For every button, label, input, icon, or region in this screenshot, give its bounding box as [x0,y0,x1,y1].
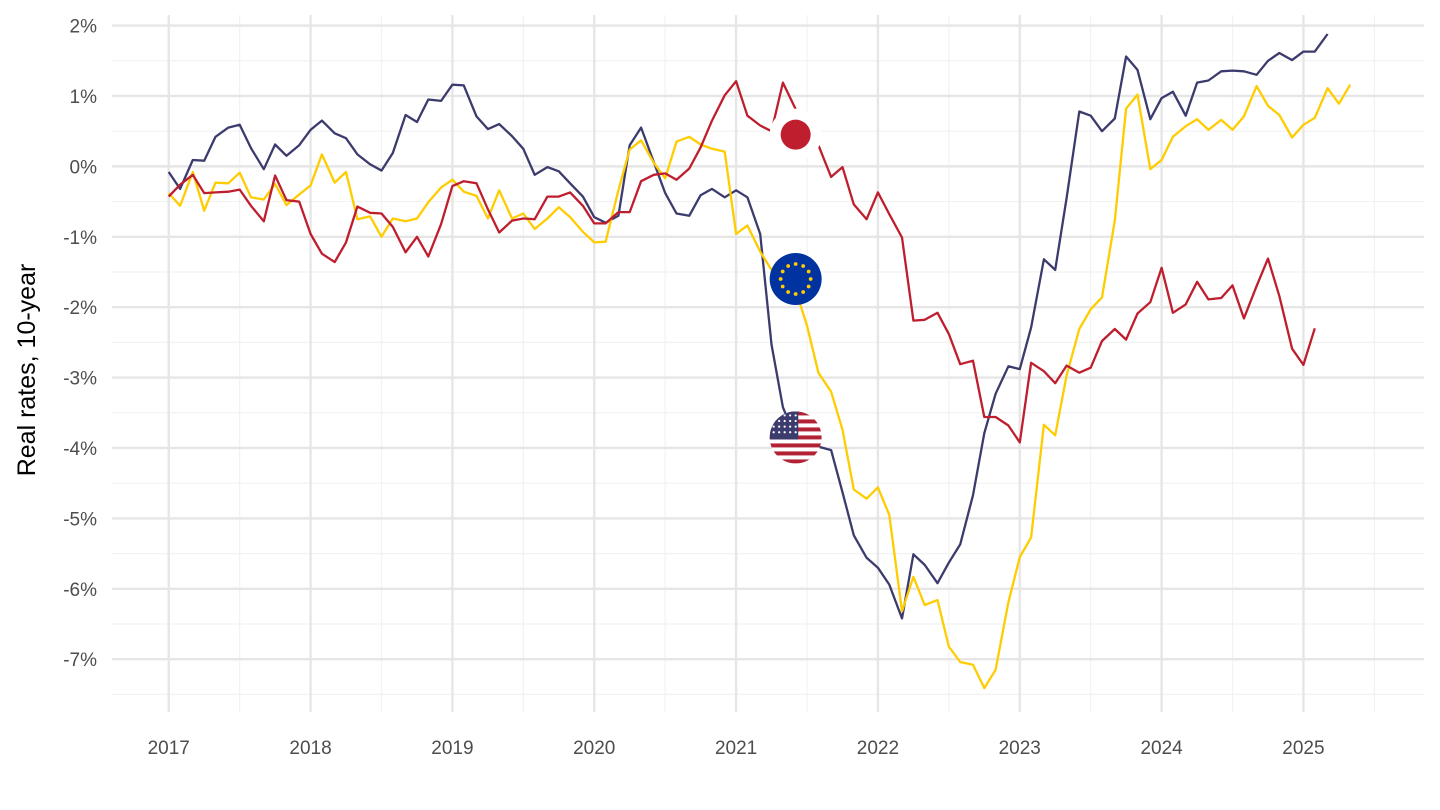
us-flag-star [783,419,786,423]
x-tick-label: 2020 [573,738,615,759]
series-line-2 [167,84,1352,690]
us-flag-star [794,425,797,428]
us-flag-star [794,419,797,423]
eu-flag-star [808,277,813,281]
us-flag-star [778,414,781,417]
us-flag-star [783,425,786,428]
flag-icons [769,108,822,464]
eu-flag-star [780,269,785,274]
us-flag-star [794,431,797,434]
minor-gridlines [112,15,1424,712]
eu-flag-star [793,292,798,296]
x-tick-label: 2018 [289,738,331,759]
y-tick-label: 1% [70,87,98,108]
series-line-3 [167,80,1316,444]
us-flag-star [772,425,775,428]
eu-flag-field [769,253,822,306]
x-tick-label: 2017 [148,738,190,759]
us-flag-stripe [769,459,822,464]
series-lines [167,33,1352,690]
us-flag-star [789,414,792,417]
y-tick-label: -7% [63,650,97,671]
eu-flag-star [778,277,783,281]
x-tick-label: 2024 [1140,738,1183,759]
y-tick-label: -2% [63,298,97,319]
eu-flag-star [801,264,806,268]
x-tick-label: 2025 [1282,738,1324,759]
us-flag-star [772,419,775,423]
y-tick-label: -5% [63,509,97,530]
us-flag-star [794,414,797,417]
major-gridlines [112,15,1424,712]
us-flag-star [783,431,786,434]
x-axis-tick-labels: 2017 2018 2019 2020 2021 2022 2023 2024 2025 [148,738,1325,759]
us-flag-star [789,431,792,434]
y-tick-label: -3% [63,369,97,390]
us-flag-star [789,419,792,423]
red-flag-disc [780,119,811,150]
x-tick-label: 2023 [999,738,1041,759]
series-line-1 [167,33,1329,620]
us-flag-body [769,411,822,464]
us-flag-stripe [769,443,822,448]
y-axis-tick-labels: 2% 1% 0% -1% -2% -3% -4% -5% -6% -7% [63,17,97,672]
y-tick-label: 2% [70,17,98,38]
y-tick-label: -4% [63,439,97,460]
y-tick-label: -6% [63,580,97,601]
eu-flag-icon [769,253,822,306]
eu-flag-star [806,284,811,289]
us-flag-star [772,414,775,417]
us-flag-star [789,425,792,428]
x-tick-label: 2021 [715,738,757,759]
eu-flag-star [801,290,806,294]
y-tick-label: -1% [63,228,97,249]
eu-flag-star [786,264,791,268]
us-flag-stripe [769,451,822,456]
us-flag-star [778,419,781,423]
us-flag-star [783,414,786,417]
red-flag-icon [769,108,822,161]
eu-flag-star [786,290,791,294]
eu-flag-star [780,284,785,289]
x-tick-label: 2022 [857,738,899,759]
us-flag-star [772,431,775,434]
us-flag-icon [769,411,822,464]
eu-flag-star [806,269,811,274]
us-flag-star [778,431,781,434]
us-flag-star [778,425,781,428]
x-tick-label: 2019 [431,738,473,759]
y-tick-label: 0% [70,157,98,178]
eu-flag-star [793,262,798,266]
y-axis-title: Real rates, 10-year [13,264,41,477]
